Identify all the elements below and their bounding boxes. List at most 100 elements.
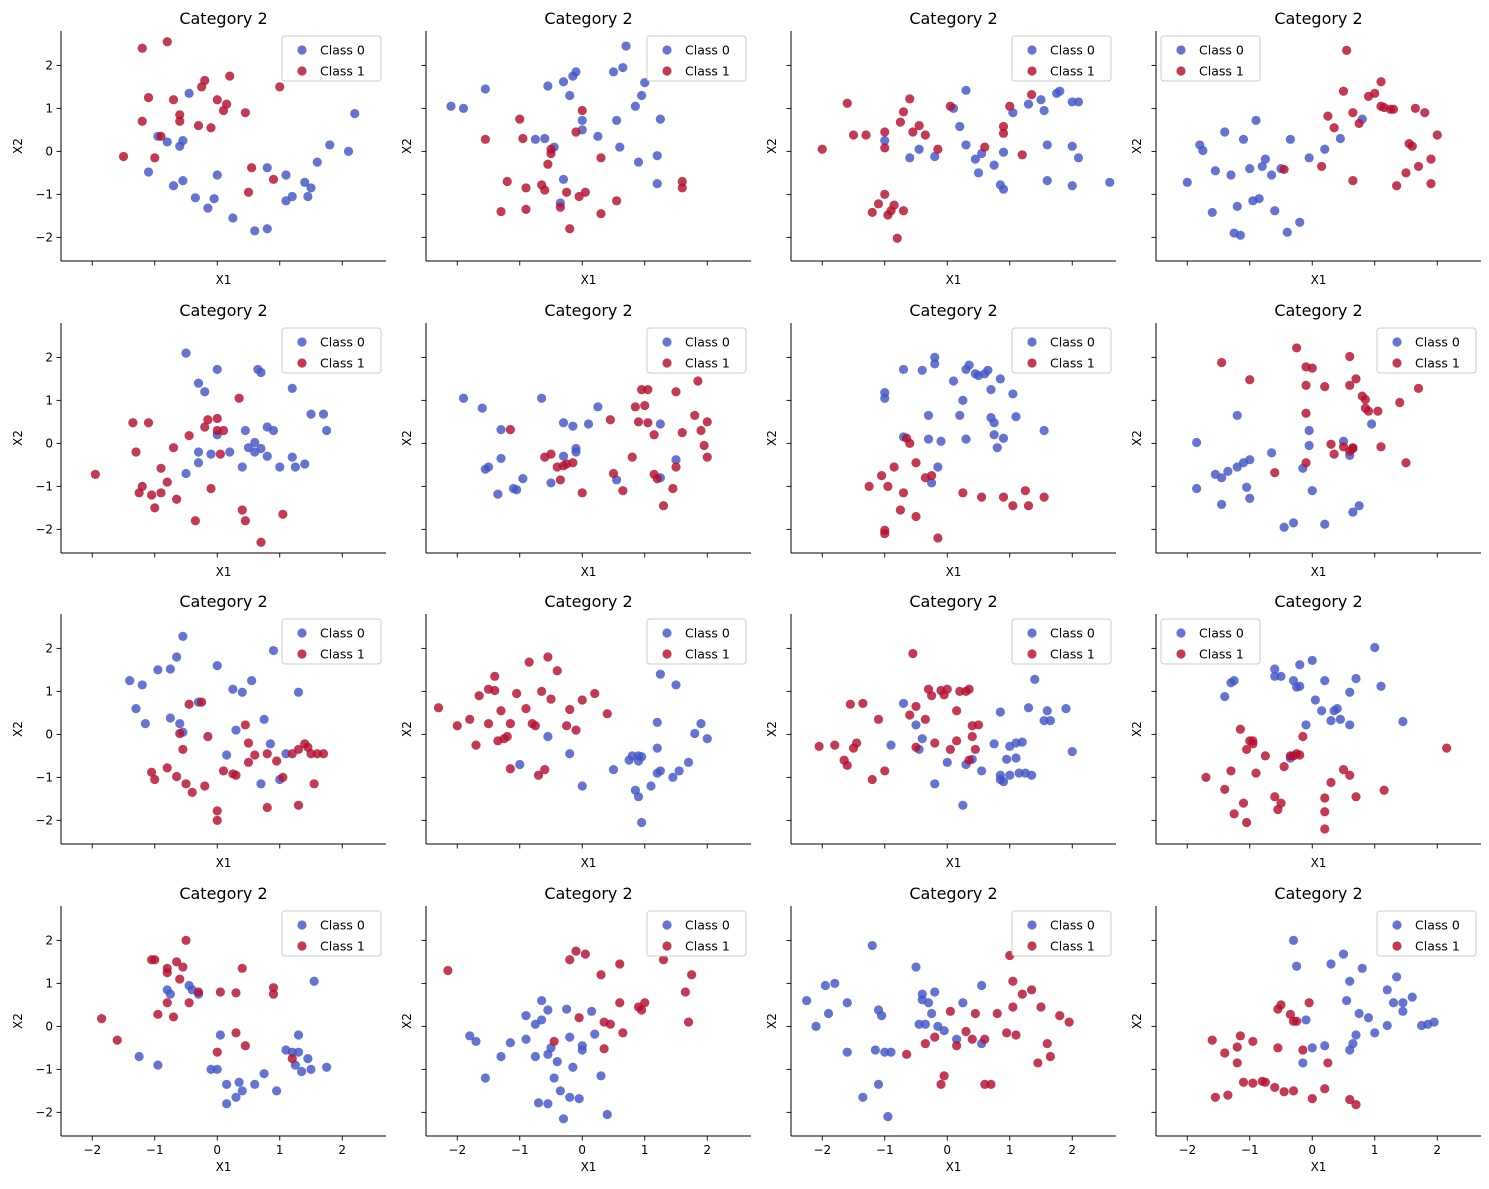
data-point: [1320, 1084, 1330, 1094]
data-point: [565, 1032, 575, 1042]
data-point: [867, 940, 877, 951]
data-point: [983, 365, 993, 375]
legend-label: Class 1: [1050, 64, 1095, 79]
data-point: [992, 443, 1002, 453]
data-point: [215, 1030, 225, 1040]
series-class-1: [1201, 724, 1452, 834]
series-class-1: [90, 393, 288, 547]
y-tick-label: −1: [35, 187, 53, 201]
data-point: [215, 449, 225, 459]
data-point: [848, 130, 859, 140]
data-point: [958, 998, 968, 1008]
data-point: [153, 1060, 163, 1070]
data-point: [945, 744, 955, 755]
legend: Class 0 Class 1: [281, 618, 382, 665]
data-point: [652, 717, 662, 727]
data-point: [1270, 792, 1280, 802]
data-point: [1260, 154, 1270, 164]
data-point: [958, 488, 968, 498]
series-class-1: [1207, 998, 1361, 1110]
legend-marker: [297, 628, 307, 638]
data-point: [275, 462, 285, 472]
data-point: [212, 170, 222, 180]
legend-box: [646, 327, 747, 374]
data-point: [1198, 145, 1208, 156]
data-point: [555, 202, 565, 212]
data-point: [231, 725, 241, 735]
legend-marker: [1392, 920, 1402, 930]
data-point: [168, 95, 179, 105]
data-point: [480, 84, 490, 94]
data-point: [699, 440, 709, 451]
legend-marker: [1176, 628, 1186, 638]
legend-box: [646, 910, 747, 957]
data-point: [1242, 817, 1252, 828]
data-point: [1267, 170, 1277, 180]
x-tick-label: 0: [213, 1143, 221, 1157]
data-point: [633, 157, 644, 167]
data-point: [1267, 448, 1277, 458]
data-point: [1232, 1058, 1242, 1068]
data-point: [1288, 518, 1299, 528]
subplot-6: Category 2 X1 X2 Class 0 Class 1: [400, 301, 751, 579]
data-point: [1276, 671, 1286, 681]
data-point: [312, 157, 322, 167]
data-point: [964, 684, 974, 694]
x-tick-label: 2: [338, 1143, 346, 1157]
data-point: [1413, 161, 1424, 172]
data-point: [658, 955, 669, 965]
data-point: [322, 425, 332, 436]
data-point: [465, 714, 475, 724]
data-point: [1220, 784, 1230, 795]
data-point: [873, 714, 884, 724]
y-axis-label: X2: [11, 138, 25, 154]
data-point: [571, 725, 581, 735]
legend-marker: [662, 920, 672, 930]
data-point: [546, 478, 556, 488]
data-point: [1304, 998, 1314, 1008]
data-point: [608, 67, 619, 77]
data-point: [577, 1041, 587, 1051]
data-point: [1413, 383, 1424, 393]
legend-label: Class 0: [1199, 626, 1244, 641]
data-point: [1027, 985, 1037, 995]
data-point: [533, 1098, 544, 1108]
data-point: [200, 422, 210, 432]
data-point: [905, 710, 915, 720]
data-point: [580, 949, 590, 959]
data-point: [911, 962, 921, 972]
data-point: [458, 393, 469, 403]
data-point: [905, 94, 915, 104]
data-point: [318, 409, 329, 419]
legend-label: Class 1: [320, 939, 365, 954]
data-point: [178, 631, 188, 641]
data-point: [474, 691, 484, 701]
data-point: [1011, 753, 1021, 763]
data-point: [243, 738, 254, 748]
data-point: [964, 360, 974, 370]
legend-box: [1011, 35, 1112, 82]
legend: Class 0 Class 1: [281, 35, 382, 82]
data-point: [193, 378, 204, 388]
subplot-12: Category 2 X1 X2 Class 0 Class 1: [1130, 592, 1481, 870]
data-point: [590, 688, 600, 699]
data-point: [961, 434, 971, 444]
data-point: [952, 1041, 962, 1051]
data-point: [1201, 772, 1211, 782]
data-point: [565, 955, 575, 965]
data-point: [923, 410, 934, 421]
data-point: [1254, 194, 1264, 204]
data-point: [1251, 768, 1261, 778]
series-class-0: [458, 393, 681, 499]
data-point: [131, 703, 141, 714]
data-point: [533, 770, 544, 780]
data-point: [927, 1008, 937, 1019]
data-point: [671, 455, 681, 465]
series-class-1: [480, 105, 687, 234]
data-point: [278, 772, 288, 782]
subplot-title: Category 2: [909, 301, 997, 320]
data-point: [1248, 1036, 1258, 1047]
data-point: [1298, 1058, 1308, 1068]
x-tick-label: −1: [146, 1143, 164, 1157]
data-point: [861, 130, 871, 140]
